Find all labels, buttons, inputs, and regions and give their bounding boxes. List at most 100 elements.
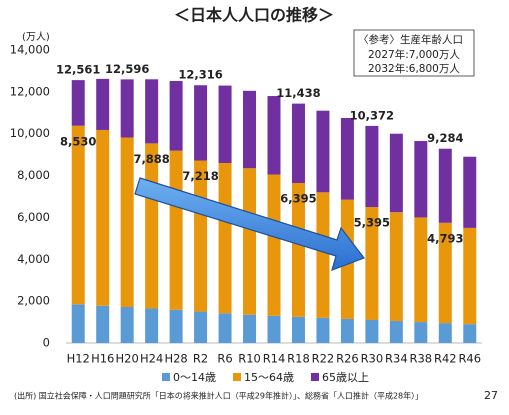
bar-segment [414, 322, 428, 343]
bar-segment [365, 319, 379, 343]
bar-segment [389, 212, 403, 322]
bar-segment [194, 160, 208, 312]
legend-label: 0～14歳 [173, 371, 216, 384]
bar-segment [145, 79, 159, 144]
bar-segment [365, 125, 379, 208]
note-line: 〈参考〉生産年齢人口 [358, 33, 463, 46]
bar-segment [291, 316, 305, 343]
bar-segment [218, 163, 232, 314]
bar-segment [438, 222, 452, 324]
legend-label: 15～64歳 [244, 371, 294, 384]
bar-segment [169, 80, 183, 151]
y-tick-label: 4,000 [17, 252, 50, 266]
bar-segment [96, 129, 110, 306]
x-tick-label: R10 [238, 352, 261, 366]
x-tick-label: H20 [116, 352, 139, 366]
bar-segment [463, 227, 477, 325]
bar-segment [316, 110, 330, 193]
legend-swatch [311, 373, 319, 381]
value-label: 7,218 [182, 169, 218, 183]
x-tick-label: R46 [458, 352, 481, 366]
bar-segment [340, 118, 354, 200]
y-tick-label: 10,000 [10, 126, 50, 140]
total-label: 12,316 [178, 68, 222, 82]
bar-segment [71, 80, 85, 126]
page-number: 27 [484, 389, 498, 402]
bar-segment [169, 309, 183, 343]
bar-segment [438, 148, 452, 223]
note-line: 2027年:7,000万人 [368, 48, 460, 61]
x-tick-label: R38 [410, 352, 433, 366]
y-tick-label: 12,000 [10, 84, 50, 98]
bar-segment [463, 324, 477, 343]
total-label: 12,596 [105, 62, 149, 76]
value-label: 8,530 [60, 134, 96, 148]
note-box [353, 29, 475, 77]
bar-segment [120, 137, 134, 308]
bar-segment [389, 321, 403, 343]
x-tick-label: H16 [91, 352, 114, 366]
x-tick-label: H24 [140, 352, 163, 366]
chart-title: ＜日本人人口の推移＞ [174, 6, 334, 25]
x-tick-label: R34 [385, 352, 408, 366]
value-label: 6,395 [280, 192, 316, 206]
total-label: 11,438 [276, 86, 320, 100]
legend-swatch [162, 373, 170, 381]
bar-segment [414, 217, 428, 323]
y-axis-label: (万人) [22, 31, 50, 43]
legend-label: 65歳以上 [322, 371, 369, 384]
bar-segment [243, 168, 257, 315]
value-label: 5,395 [354, 216, 390, 230]
bar-segment [145, 143, 159, 309]
bar-segment [267, 315, 281, 343]
bar-segment [96, 78, 110, 130]
bar-segment [71, 125, 85, 305]
x-tick-label: R22 [312, 352, 335, 366]
x-tick-label: H12 [67, 352, 90, 366]
x-tick-label: R6 [217, 352, 232, 366]
value-label: 7,888 [133, 152, 169, 166]
x-tick-label: R42 [434, 352, 457, 366]
bar-segment [243, 314, 257, 343]
y-tick-label: 14,000 [10, 43, 50, 57]
bar-segment [243, 90, 257, 169]
bar-segment [218, 85, 232, 164]
source: (出所) 国立社会保障・人口問題研究所「日本の将来推計人口（平成29年推計）」、… [14, 391, 423, 401]
trend-arrow [134, 177, 365, 271]
bar-segment [169, 150, 183, 310]
bar-segment [414, 141, 428, 218]
bar-segment [120, 79, 134, 138]
bar-segment [316, 317, 330, 343]
bar-segment [316, 192, 330, 318]
bar-segment [267, 96, 281, 175]
bar-segment [267, 174, 281, 316]
value-label: 4,793 [427, 231, 463, 245]
bar-segment [389, 133, 403, 213]
bar-segment [194, 311, 208, 343]
y-tick-label: 2,000 [17, 294, 50, 308]
bar-segment [218, 313, 232, 343]
bar-segment [291, 183, 305, 317]
bar-segment [120, 307, 134, 343]
bar-segment [194, 85, 208, 161]
x-tick-label: R2 [193, 352, 208, 366]
x-tick-label: R26 [336, 352, 359, 366]
bar-segment [463, 156, 477, 228]
y-tick-label: 8,000 [17, 168, 50, 182]
bar-segment [145, 308, 159, 343]
y-tick-label: 0 [43, 336, 50, 350]
note-line: 2032年:6,800万人 [368, 62, 460, 75]
total-label: 9,284 [427, 131, 463, 145]
legend-swatch [233, 373, 241, 381]
total-label: 10,372 [350, 108, 394, 122]
bar-segment [71, 304, 85, 343]
total-label: 12,561 [56, 63, 100, 77]
x-tick-label: R30 [361, 352, 384, 366]
bar-segment [96, 305, 110, 343]
y-tick-label: 6,000 [17, 210, 50, 224]
bar-segment [291, 103, 305, 184]
bar-segment [438, 323, 452, 343]
bar-segment [340, 318, 354, 343]
x-tick-label: R14 [263, 352, 286, 366]
